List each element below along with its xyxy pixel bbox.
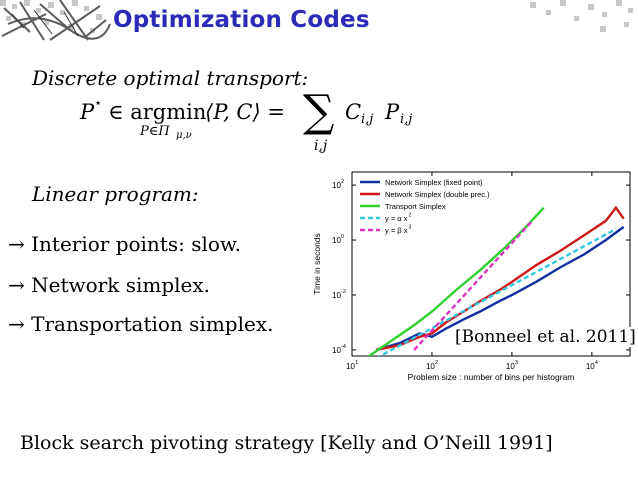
x-tick-label: 10	[426, 362, 435, 371]
legend-label: Network Simplex (double prec.)	[385, 190, 490, 199]
legend-label: y = β x	[385, 226, 408, 235]
formula-under-sub: μ,ν	[176, 130, 192, 141]
bullet-text: Transportation simplex.	[31, 312, 274, 336]
legend-exponent: 3	[408, 225, 411, 231]
formula-sum-index: i,j	[314, 138, 328, 154]
formula-term-p-sub: i,j	[400, 112, 413, 127]
series-line	[413, 219, 534, 351]
y-tick-exponent: -4	[341, 344, 346, 350]
slide-header: Optimization Codes	[0, 0, 638, 46]
formula-under-argmin: P∈Π	[140, 124, 170, 139]
x-tick-label: 10	[346, 362, 355, 371]
x-tick-label: 10	[506, 362, 515, 371]
formula-term-c-sub: i,j	[361, 112, 374, 127]
legend-label: Transport Simplex	[385, 202, 446, 211]
legend-exponent: 2	[408, 213, 411, 219]
heading-linear-program: Linear program:	[32, 182, 199, 206]
arrow-icon: →	[8, 312, 25, 336]
x-tick-exponent: 1	[355, 360, 358, 366]
legend-label: Network Simplex (fixed point)	[385, 178, 483, 187]
formula-star: ⋆	[94, 96, 103, 111]
y-tick-exponent: 2	[341, 179, 344, 185]
footer-text: Block search pivoting strategy [Kelly an…	[20, 432, 553, 454]
formula-inner-product: ⟨P, C⟩ =	[205, 100, 285, 124]
x-axis-label: Problem size : number of bins per histog…	[408, 372, 575, 382]
bullet-item: → Network simplex.	[8, 273, 210, 297]
bullet-text: Network simplex.	[31, 273, 210, 297]
y-tick-label: 10	[332, 181, 341, 190]
y-tick-label: 10	[332, 236, 341, 245]
header-decoration	[0, 0, 633, 41]
formula-term-c: C	[345, 100, 362, 124]
series-line	[375, 205, 625, 352]
y-tick-label: 10	[332, 291, 341, 300]
formula-term-p: P	[385, 100, 400, 124]
slide-title: Optimization Codes	[113, 7, 370, 33]
chart-citation: [Bonneel et al. 2011]	[455, 327, 636, 347]
x-tick-exponent: 2	[435, 360, 438, 366]
arrow-icon: →	[8, 273, 25, 297]
y-axis-label: Time in seconds	[312, 233, 322, 295]
y-tick-label: 10	[332, 346, 341, 355]
heading-discrete-ot: Discrete optimal transport:	[32, 66, 309, 90]
legend-label: y = α x	[385, 214, 408, 223]
plot-area	[351, 171, 631, 357]
formula-argmin: ∈ argmin	[108, 100, 207, 124]
x-tick-label: 10	[586, 362, 595, 371]
bullet-item: → Transportation simplex.	[8, 312, 273, 336]
timing-chart: 10 1 10 2 10 3 10 4 10 -4 10 -2 10 0 10 2 Problem size :…	[302, 168, 632, 384]
bullet-item: → Interior points: slow.	[8, 232, 241, 256]
y-tick-exponent: -2	[341, 289, 346, 295]
bullet-text: Interior points: slow.	[31, 232, 242, 256]
x-tick-exponent: 4	[595, 360, 598, 366]
formula-lhs: P	[80, 100, 95, 124]
formula-sum: ∑	[303, 86, 335, 137]
y-tick-exponent: 0	[341, 234, 344, 240]
series-line	[377, 228, 617, 356]
arrow-icon: →	[8, 232, 25, 256]
x-tick-exponent: 3	[515, 360, 518, 366]
